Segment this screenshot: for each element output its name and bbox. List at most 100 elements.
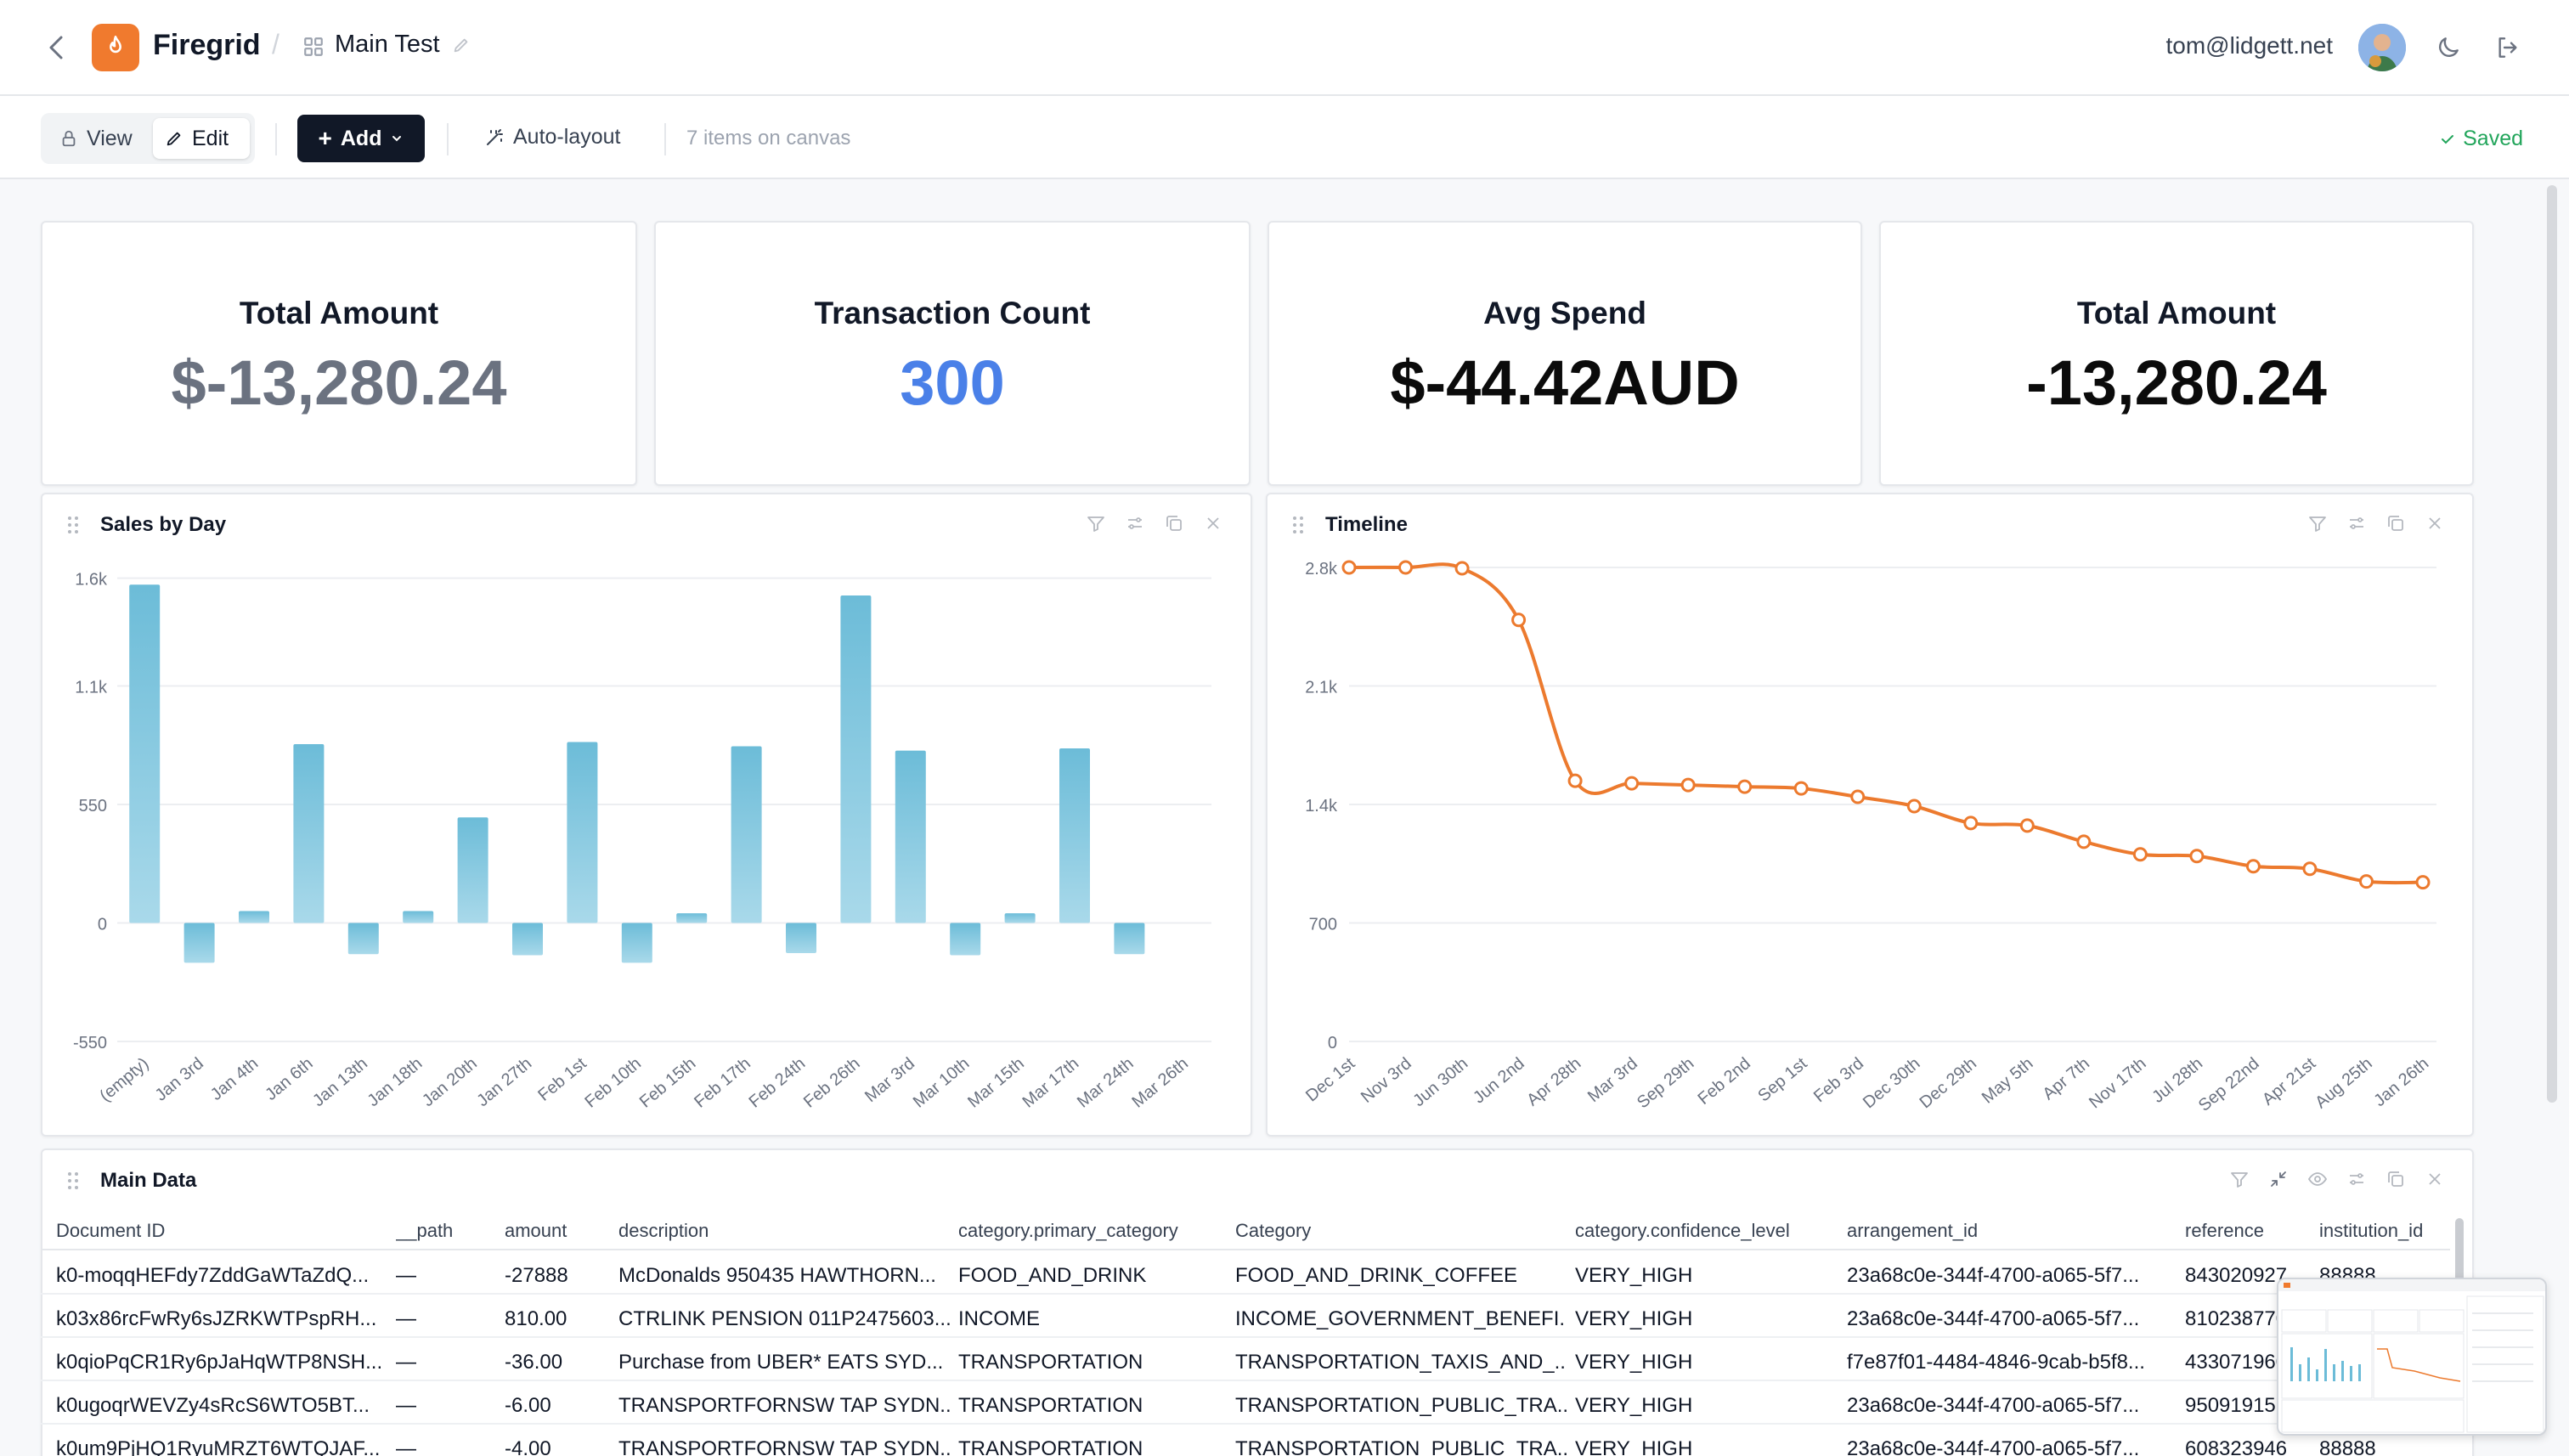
kpi-card-avg-spend[interactable]: Avg Spend $-44.42AUD: [1268, 221, 1862, 486]
y-tick-label: 2.8k: [1305, 560, 1338, 578]
column-header[interactable]: amount: [505, 1220, 567, 1241]
page-scrollbar[interactable]: [2547, 185, 2557, 1103]
data-point: [1511, 612, 1527, 628]
table-cell: 810.00: [505, 1307, 567, 1330]
duplicate-icon[interactable]: [2386, 513, 2406, 533]
bar: [239, 911, 269, 923]
saved-label: Saved: [2463, 127, 2523, 150]
bar: [840, 595, 872, 923]
firegrid-logo-icon[interactable]: [92, 24, 139, 71]
kpi-card-transaction-count[interactable]: Transaction Count 300: [654, 221, 1251, 486]
rename-pencil-icon[interactable]: [452, 36, 471, 59]
table-cell: VERY_HIGH: [1575, 1437, 1693, 1456]
x-tick-label: Dec 1st: [1302, 1054, 1358, 1106]
add-button[interactable]: + Add: [297, 115, 425, 162]
bar: [347, 923, 379, 955]
data-point: [2019, 818, 2035, 833]
divider: [275, 123, 277, 155]
filter-icon[interactable]: [2307, 513, 2328, 533]
table-cell: McDonalds 950435 HAWTHORN...: [618, 1264, 936, 1287]
data-point: [1341, 560, 1357, 575]
table-row[interactable]: k0um9PjHQ1RyuMRZT6WTQJAF... — -4.00 TRANSPO…: [41, 1425, 2450, 1456]
kpi-card-total-amount[interactable]: Total Amount $-13,280.24: [41, 221, 637, 486]
table-row[interactable]: k0qioPqCR1Ry6pJaHqWTP8NSH... — -36.00 Purch…: [41, 1339, 2450, 1381]
x-tick-label: Jan 13th: [309, 1054, 371, 1110]
duplicate-icon[interactable]: [1164, 513, 1184, 533]
kpi-title: Total Amount: [239, 296, 439, 330]
kpi-value: -13,280.24: [2026, 347, 2327, 418]
drag-handle-icon[interactable]: [66, 1171, 80, 1195]
table-cell: TRANSPORTATION_PUBLIC_TRA...: [1235, 1394, 1567, 1417]
settings-sliders-icon[interactable]: [2346, 513, 2367, 533]
close-icon[interactable]: [2425, 513, 2445, 533]
logout-icon[interactable]: [2494, 34, 2521, 65]
column-header[interactable]: reference: [2185, 1220, 2264, 1241]
eye-icon[interactable]: [2307, 1169, 2328, 1189]
dashboard-name[interactable]: Main Test: [335, 31, 440, 58]
settings-sliders-icon[interactable]: [1125, 513, 1145, 533]
x-tick-label: Feb 3rd: [1810, 1054, 1867, 1106]
moon-icon[interactable]: [2435, 34, 2462, 65]
column-header[interactable]: category.confidence_level: [1575, 1220, 1790, 1241]
table-cell: 950919157: [2185, 1394, 2288, 1417]
table-cell: 810238770: [2185, 1307, 2288, 1330]
items-count: 7 items on canvas: [686, 127, 851, 150]
drag-handle-icon[interactable]: [1291, 515, 1305, 539]
table-cell: INCOME_GOVERNMENT_BENEFI...: [1235, 1307, 1567, 1330]
table-cell: 433071960: [2185, 1351, 2288, 1374]
panel-title: Main Data: [100, 1169, 197, 1192]
column-header[interactable]: Document ID: [56, 1220, 166, 1241]
y-tick-label: 550: [79, 797, 107, 815]
table-cell: FOOD_AND_DRINK_COFFEE: [1235, 1264, 1518, 1287]
avatar[interactable]: [2358, 24, 2406, 71]
kpi-value: $-44.42AUD: [1390, 347, 1740, 418]
close-icon[interactable]: [2425, 1169, 2445, 1189]
brand-name: Firegrid: [153, 29, 261, 61]
settings-sliders-icon[interactable]: [2346, 1169, 2367, 1189]
drag-handle-icon[interactable]: [66, 515, 80, 539]
x-tick-label: Feb 15th: [636, 1054, 700, 1112]
data-point: [1850, 789, 1866, 804]
table-row[interactable]: k0ugoqrWEVZy4sRcS6WTO5BT... — -6.00 TRANSPO…: [41, 1382, 2450, 1425]
table-cell: 608323946: [2185, 1437, 2288, 1456]
column-header[interactable]: institution_id: [2319, 1220, 2424, 1241]
column-header[interactable]: description: [618, 1220, 709, 1241]
edit-mode-button[interactable]: Edit: [153, 118, 250, 159]
table-cell: —: [396, 1351, 416, 1374]
bar: [950, 923, 981, 956]
canvas-minimap[interactable]: [2277, 1278, 2547, 1436]
table-row[interactable]: k03x86rcFwRy6sJZRKWTPspRH... — 810.00 CTRLI…: [41, 1295, 2450, 1338]
x-tick-label: Mar 17th: [1019, 1054, 1083, 1112]
bar: [621, 923, 652, 963]
table-row[interactable]: k0-moqqHEFdy7ZddGaWTaZdQ... — -27888 McDona…: [41, 1252, 2450, 1295]
table-header-row: Document ID __path amount description catego…: [41, 1208, 2450, 1250]
x-tick-label: Jun 2nd: [1470, 1054, 1528, 1108]
table-cell: —: [396, 1394, 416, 1417]
plus-icon: +: [318, 125, 332, 151]
series-line: [1348, 562, 2424, 885]
column-header[interactable]: category.primary_category: [958, 1220, 1178, 1241]
auto-layout-button[interactable]: Auto-layout: [484, 125, 620, 150]
view-mode-button[interactable]: View: [48, 118, 148, 159]
table-cell: VERY_HIGH: [1575, 1394, 1693, 1417]
column-header[interactable]: __path: [396, 1220, 454, 1241]
bar: [731, 746, 762, 923]
y-tick-label: 0: [1328, 1034, 1337, 1052]
filter-icon[interactable]: [1086, 513, 1106, 533]
close-icon[interactable]: [1203, 513, 1223, 533]
table-cell: f7e87f01-4484-4846-9cab-b5f8...: [1847, 1351, 2145, 1374]
x-tick-label: Aug 25th: [2312, 1054, 2375, 1112]
kpi-card-total-amount-raw[interactable]: Total Amount -13,280.24: [1879, 221, 2474, 486]
collapse-icon[interactable]: [2268, 1169, 2289, 1189]
filter-icon[interactable]: [2229, 1169, 2250, 1189]
back-chevron-icon[interactable]: [44, 31, 70, 65]
table-cell: VERY_HIGH: [1575, 1264, 1693, 1287]
table-cell: TRANSPORTATION: [958, 1437, 1143, 1456]
column-header[interactable]: Category: [1235, 1220, 1312, 1241]
table-cell: 88888: [2319, 1437, 2376, 1456]
duplicate-icon[interactable]: [2386, 1169, 2406, 1189]
x-tick-label: Sep 1st: [1754, 1054, 1810, 1106]
column-header[interactable]: arrangement_id: [1847, 1220, 1979, 1241]
table-cell: k0-moqqHEFdy7ZddGaWTaZdQ...: [56, 1264, 370, 1287]
